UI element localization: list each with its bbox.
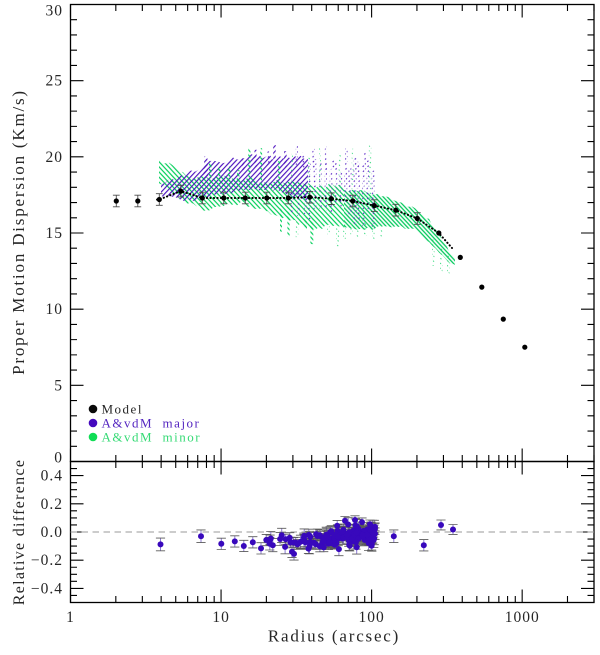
svg-text:10: 10: [212, 609, 230, 626]
svg-text:10: 10: [46, 301, 64, 318]
svg-text:5: 5: [54, 377, 63, 394]
svg-text:1000: 1000: [505, 609, 540, 626]
svg-text:15: 15: [46, 225, 64, 242]
svg-text:0.2: 0.2: [41, 496, 63, 513]
svg-text:A&vdM major: A&vdM major: [102, 416, 201, 431]
svg-text:20: 20: [46, 149, 64, 166]
svg-text:Proper Motion Dispersion (Km/s: Proper Motion Dispersion (Km/s): [9, 89, 28, 375]
svg-text:A&vdM minor: A&vdM minor: [102, 430, 202, 445]
svg-text:−0.2: −0.2: [31, 552, 63, 569]
svg-text:0.4: 0.4: [41, 468, 63, 485]
svg-text:Radius (arcsec): Radius (arcsec): [268, 627, 400, 646]
svg-text:Relative difference: Relative difference: [11, 459, 28, 606]
svg-text:0: 0: [54, 449, 63, 466]
svg-text:Model: Model: [102, 402, 143, 417]
svg-text:0.0: 0.0: [41, 524, 63, 541]
svg-text:1: 1: [66, 609, 75, 626]
svg-text:25: 25: [46, 73, 64, 90]
svg-text:−0.4: −0.4: [31, 580, 63, 597]
svg-text:100: 100: [358, 609, 384, 626]
svg-text:30: 30: [46, 3, 64, 20]
